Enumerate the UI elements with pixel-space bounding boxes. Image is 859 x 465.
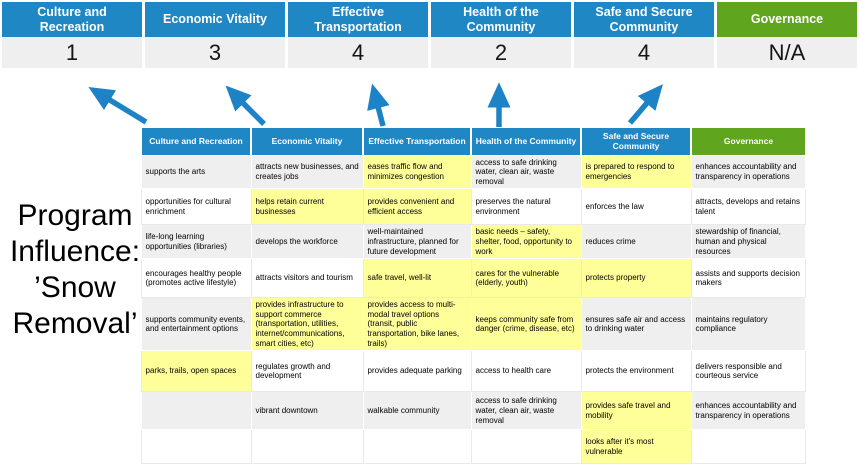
matrix-cell: develops the workforce bbox=[250, 224, 364, 260]
matrix-cell-highlighted: looks after it's most vulnerable bbox=[580, 429, 692, 465]
scorecard-label: Safe and Secure Community bbox=[574, 2, 714, 37]
matrix-cell: delivers responsible and courteous servi… bbox=[690, 350, 806, 393]
matrix-row: looks after it's most vulnerable bbox=[140, 429, 806, 465]
matrix-cell: ensures safe air and access to drinking … bbox=[580, 297, 692, 352]
matrix-cell: stewardship of financial, human and phys… bbox=[690, 224, 806, 260]
scorecard: Health of the Community 2 bbox=[431, 2, 571, 68]
matrix-cell-highlighted: cares for the vulnerable (elderly, youth… bbox=[470, 258, 582, 299]
scorecard-label: Culture and Recreation bbox=[2, 2, 142, 37]
matrix-cell: regulates growth and development bbox=[250, 350, 364, 393]
matrix-cell-highlighted: provides access to multi-modal travel op… bbox=[362, 297, 472, 352]
matrix-row: supports the arts attracts new businesses… bbox=[140, 154, 806, 190]
matrix-cell: maintains regulatory compliance bbox=[690, 297, 806, 352]
matrix-cell: life-long learning opportunities (librar… bbox=[140, 224, 252, 260]
matrix-cell: access to health care bbox=[470, 350, 582, 393]
matrix-cell: encourages healthy people (promotes acti… bbox=[140, 258, 252, 299]
matrix-cell bbox=[140, 429, 252, 465]
scoreboard: Culture and Recreation 1 Economic Vitality… bbox=[2, 2, 857, 68]
matrix-cell: well-maintained infrastructure, planned … bbox=[362, 224, 472, 260]
matrix-cell: enhances accountability and transparency… bbox=[690, 391, 806, 431]
matrix-cell: access to safe drinking water, clean air… bbox=[470, 154, 582, 190]
scorecard: Effective Transportation 4 bbox=[288, 2, 428, 68]
matrix-cell-highlighted: safe travel, well-lit bbox=[362, 258, 472, 299]
matrix-cell-highlighted: basic needs – safety, shelter, food, opp… bbox=[470, 224, 582, 260]
matrix-cell: enhances accountability and transparency… bbox=[690, 154, 806, 190]
scorecard-score: 4 bbox=[574, 37, 714, 68]
arrow-culture-and-recreation-icon bbox=[88, 87, 148, 125]
matrix-cell: walkable community bbox=[362, 391, 472, 431]
matrix-cell: opportunities for cultural enrichment bbox=[140, 188, 252, 226]
matrix-row: parks, trails, open spaces regulates grow… bbox=[140, 350, 806, 393]
matrix-column-header: Health of the Community bbox=[470, 128, 581, 155]
matrix-cell: assists and supports decision makers bbox=[690, 258, 806, 299]
arrow-effective-transportation-icon bbox=[367, 83, 390, 127]
scorecard-label: Health of the Community bbox=[431, 2, 571, 37]
scorecard: Governance N/A bbox=[717, 2, 857, 68]
matrix-cell-highlighted: provides convenient and efficient access bbox=[362, 188, 472, 226]
matrix-cell: supports the arts bbox=[140, 154, 252, 190]
scorecard-score: 1 bbox=[2, 37, 142, 68]
matrix-cell bbox=[140, 391, 252, 431]
matrix-cell: attracts, develops and retains talent bbox=[690, 188, 806, 226]
scorecard-label: Economic Vitality bbox=[145, 2, 285, 37]
matrix-cell-highlighted: provides infrastructure to support comme… bbox=[250, 297, 364, 352]
matrix-cell: protects the environment bbox=[580, 350, 692, 393]
matrix-column-header: Economic Vitality bbox=[250, 128, 363, 155]
matrix-cell bbox=[362, 429, 472, 465]
matrix-cell-highlighted: protects property bbox=[580, 258, 692, 299]
matrix-row: opportunities for cultural enrichment hel… bbox=[140, 188, 806, 226]
scorecard: Culture and Recreation 1 bbox=[2, 2, 142, 68]
matrix-cell bbox=[470, 429, 582, 465]
matrix-cell-highlighted: keeps community safe from danger (crime,… bbox=[470, 297, 582, 352]
matrix-cell bbox=[690, 429, 806, 465]
scorecard: Economic Vitality 3 bbox=[145, 2, 285, 68]
matrix-row: supports community events, and entertain… bbox=[140, 297, 806, 352]
matrix-column-header: Effective Transportation bbox=[362, 128, 471, 155]
scorecard-score: 2 bbox=[431, 37, 571, 68]
scorecard-label: Effective Transportation bbox=[288, 2, 428, 37]
matrix-column-header: Governance bbox=[690, 128, 805, 155]
score-arrows bbox=[88, 82, 663, 127]
matrix-cell-highlighted: helps retain current businesses bbox=[250, 188, 364, 226]
matrix-row: vibrant downtown walkable community access… bbox=[140, 391, 806, 431]
arrow-safe-and-secure-community-icon bbox=[627, 84, 663, 125]
matrix-cell: access to safe drinking water, clean air… bbox=[470, 391, 582, 431]
matrix-column-header: Safe and Secure Community bbox=[580, 128, 691, 155]
influence-matrix: Culture and Recreation Economic Vitality E… bbox=[140, 128, 806, 465]
scorecard-score: N/A bbox=[717, 37, 857, 68]
arrow-economic-vitality-icon bbox=[225, 85, 266, 126]
matrix-cell: attracts visitors and tourism bbox=[250, 258, 364, 299]
matrix-cell: provides adequate parking bbox=[362, 350, 472, 393]
matrix-cell bbox=[250, 429, 364, 465]
matrix-cell: reduces crime bbox=[580, 224, 692, 260]
scorecard-score: 3 bbox=[145, 37, 285, 68]
matrix-cell-highlighted: provides safe travel and mobility bbox=[580, 391, 692, 431]
matrix-cell-highlighted: parks, trails, open spaces bbox=[140, 350, 252, 393]
matrix-cell: vibrant downtown bbox=[250, 391, 364, 431]
scorecard: Safe and Secure Community 4 bbox=[574, 2, 714, 68]
program-title: Program Influence: ’Snow Removal’ bbox=[9, 199, 141, 340]
matrix-cell-highlighted: is prepared to respond to emergencies bbox=[580, 154, 692, 190]
scorecard-score: 4 bbox=[288, 37, 428, 68]
matrix-cell-highlighted: eases traffic flow and minimizes congest… bbox=[362, 154, 472, 190]
matrix-cell: supports community events, and entertain… bbox=[140, 297, 252, 352]
matrix-cell: enforces the law bbox=[580, 188, 692, 226]
matrix-row: life-long learning opportunities (librar… bbox=[140, 224, 806, 260]
matrix-row: encourages healthy people (promotes acti… bbox=[140, 258, 806, 299]
matrix-cell: attracts new businesses, and creates job… bbox=[250, 154, 364, 190]
scorecard-label: Governance bbox=[717, 2, 857, 37]
matrix-cell: preserves the natural environment bbox=[470, 188, 582, 226]
matrix-column-header: Culture and Recreation bbox=[140, 128, 251, 155]
